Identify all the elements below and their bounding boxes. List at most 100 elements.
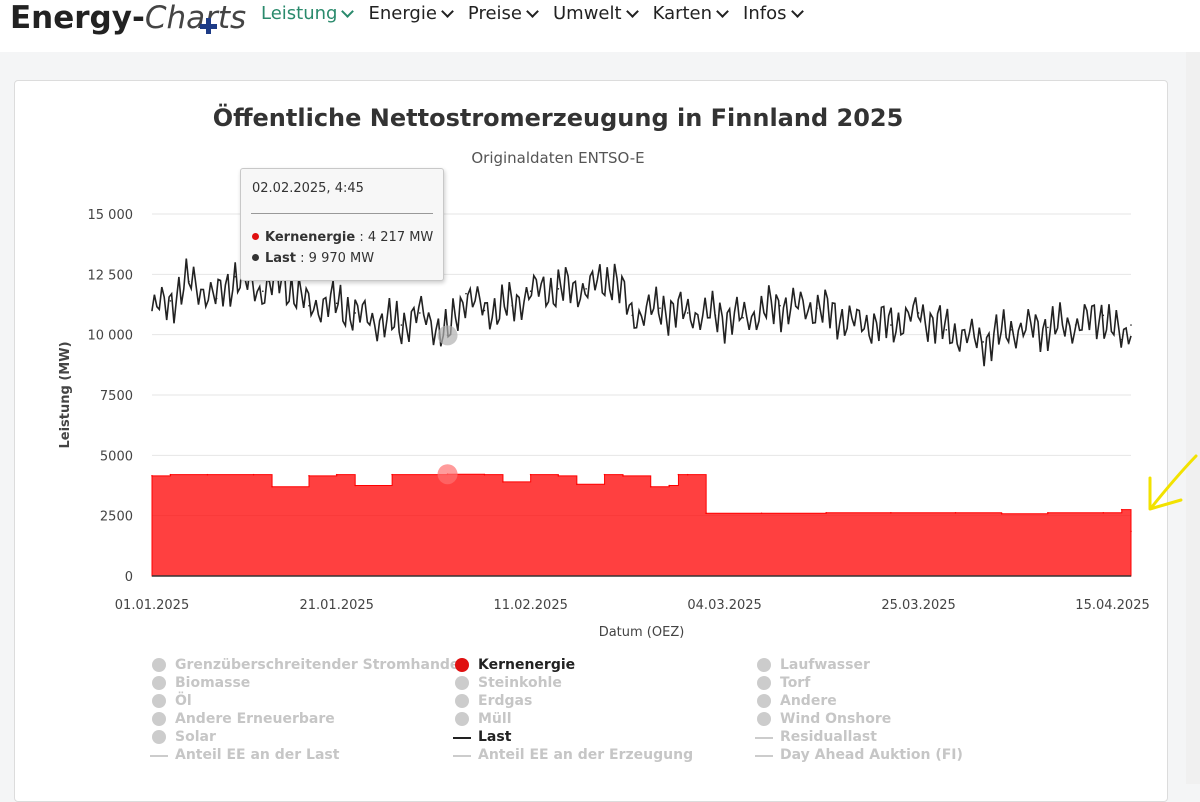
last-point: [1074, 324, 1077, 326]
nav-karten[interactable]: Karten: [652, 3, 729, 24]
y-tick-label: 12 500: [88, 268, 134, 283]
kernenergie-point: [760, 512, 763, 515]
x-tick-label: 01.01.2025: [115, 598, 189, 613]
kernenergie-area: [151, 473, 1132, 577]
kernenergie-point: [1047, 511, 1049, 514]
last-point: [982, 341, 985, 343]
kernenergie-point: [649, 485, 652, 488]
last-point: [1120, 338, 1123, 341]
legend-line-icon: [453, 755, 471, 757]
chart-title: Öffentliche Nettostromerzeugung in Finnl…: [212, 104, 904, 132]
hover-marker-last: [437, 325, 458, 346]
nav-label: Karten: [652, 3, 713, 24]
kernenergie-point: [1102, 511, 1105, 514]
last-point: [1010, 329, 1012, 331]
legend-label: Anteil EE an der Last: [175, 747, 340, 763]
legend-label: Grenzüberschreitender Stromhandel: [175, 657, 465, 673]
last-point: [1102, 314, 1105, 317]
last-point: [557, 288, 560, 290]
legend-dot-icon: [455, 658, 469, 672]
x-tick-label: 15.04.2025: [1075, 598, 1149, 613]
last-point: [779, 304, 781, 307]
kernenergie-point: [529, 473, 532, 476]
last-point: [631, 314, 634, 317]
last-point: [890, 324, 892, 326]
last-point: [659, 307, 661, 309]
nav-umwelt[interactable]: Umwelt: [553, 3, 639, 24]
last-point: [465, 292, 467, 295]
site-logo[interactable]: Energy-Charts: [10, 0, 246, 40]
kernenergie-point: [686, 473, 689, 476]
kernenergie-point: [603, 473, 606, 476]
logo-text-charts: Charts: [144, 0, 247, 36]
kernenergie-point: [483, 473, 486, 476]
last-point: [917, 312, 920, 314]
kernenergie-point: [391, 473, 393, 476]
kernenergie-point: [954, 511, 957, 514]
kernenergie-point: [169, 473, 172, 476]
tooltip-series-value: : 4 217 MW: [359, 230, 434, 245]
legend-label: Laufwasser: [780, 657, 870, 673]
last-point: [215, 297, 218, 300]
legend-label: Anteil EE an der Erzeugung: [478, 747, 694, 763]
last-point: [372, 319, 375, 321]
legend-label: Solar: [175, 729, 216, 745]
y-axis-title: Leistung (MW): [58, 341, 73, 448]
last-point: [234, 275, 236, 278]
x-tick-label: 21.01.2025: [299, 598, 373, 613]
last-point: [1130, 324, 1132, 326]
last-point: [816, 307, 818, 309]
last-point: [742, 316, 744, 319]
y-tick-label: 7500: [100, 389, 133, 404]
legend-label: Torf: [780, 675, 811, 691]
annotation-arrow-shaft: [1149, 454, 1198, 510]
last-point: [169, 300, 172, 302]
nav-infos[interactable]: Infos: [743, 3, 804, 24]
legend-label: Erdgas: [478, 693, 533, 709]
kernenergie-point: [622, 475, 624, 477]
series-kernenergie: [151, 473, 1132, 577]
legend-dot-icon: [152, 730, 166, 744]
kernenergie-point: [308, 475, 310, 477]
nav-energie[interactable]: Energie: [368, 3, 454, 24]
chart-plot-area[interactable]: 0 2500 5000 7500 10 000 12 500 15 000 01.01.202…: [0, 0, 1200, 784]
last-point: [853, 321, 855, 324]
nav-label: Umwelt: [553, 3, 622, 24]
nav-preise[interactable]: Preise: [468, 3, 539, 24]
legend-dot-icon: [455, 694, 469, 708]
kernenergie-point: [354, 484, 356, 487]
legend-label: Steinkohle: [478, 675, 562, 691]
kernenergie-point: [825, 511, 828, 514]
last-point: [151, 309, 153, 312]
logo-plus-icon: [198, 16, 218, 36]
legend-label: Last: [478, 729, 512, 745]
kernenergie-point: [335, 473, 338, 476]
kernenergie-point: [1120, 508, 1123, 511]
kernenergie-point: [557, 475, 560, 477]
legend-dot-icon: [152, 712, 166, 726]
nav-label: Leistung: [261, 3, 338, 24]
kernenergie-point: [677, 473, 680, 476]
tooltip-series-value: : 9 970 MW: [300, 251, 375, 266]
last-point: [714, 314, 717, 317]
kernenergie-point: [705, 512, 707, 515]
last-line: [151, 257, 1132, 367]
legend-label: Wind Onshore: [780, 711, 892, 727]
last-point: [188, 280, 190, 283]
last-point: [511, 304, 513, 307]
chart-subtitle: Originaldaten ENTSO-E: [471, 149, 645, 167]
page-scrollbar[interactable]: [1186, 52, 1200, 784]
last-point: [419, 312, 421, 314]
legend-label: Öl: [175, 693, 192, 709]
legend-line-icon: [755, 737, 773, 739]
legend-line-icon: [755, 755, 773, 757]
tooltip-divider: [251, 213, 433, 214]
kernenergie-point: [271, 485, 273, 488]
tooltip-row-last: Last : 9 970 MW: [252, 251, 374, 266]
legend-dot-icon: [152, 676, 166, 690]
top-navbar: Energy-Charts Leistung Energie Preise Um…: [0, 0, 1200, 52]
x-tick-label: 04.03.2025: [687, 598, 761, 613]
legend-label: Müll: [478, 711, 512, 727]
nav-leistung[interactable]: Leistung: [261, 3, 355, 24]
last-point: [686, 312, 689, 314]
